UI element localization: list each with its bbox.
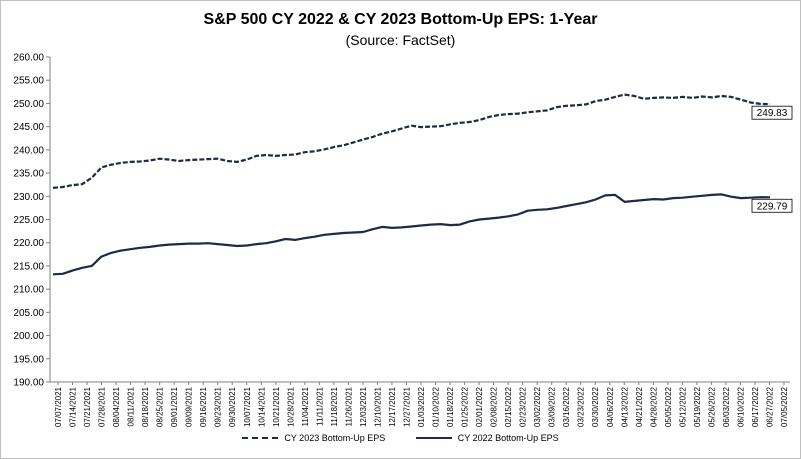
y-tick-label: 205.00 — [13, 308, 44, 319]
x-tick-label: 11/04/2021 — [301, 386, 310, 426]
x-tick-label: 07/05/2022 — [780, 386, 789, 427]
y-tick-label: 220.00 — [13, 238, 44, 249]
legend-label-cy2022: CY 2022 Bottom-Up EPS — [457, 433, 559, 443]
x-tick-label: 01/03/2022 — [417, 386, 426, 427]
y-tick-label: 200.00 — [13, 331, 44, 342]
x-tick-label: 09/09/2021 — [185, 386, 194, 427]
x-tick-label: 10/07/2021 — [243, 386, 252, 427]
x-tick-label: 12/03/2021 — [359, 386, 368, 427]
x-tick-label: 05/12/2022 — [678, 386, 687, 427]
x-tick-label: 03/23/2022 — [577, 386, 586, 427]
y-tick-label: 240.00 — [13, 145, 44, 156]
x-tick-label: 10/28/2021 — [286, 386, 295, 427]
x-tick-label: 02/01/2022 — [475, 386, 484, 427]
x-tick-label: 04/21/2022 — [635, 386, 644, 427]
chart-subtitle: (Source: FactSet) — [345, 32, 456, 48]
x-tick-label: 04/28/2022 — [649, 386, 658, 427]
y-tick-label: 230.00 — [13, 192, 44, 203]
x-tick-label: 02/08/2022 — [490, 386, 499, 427]
x-tick-label: 11/11/2021 — [315, 386, 324, 425]
x-tick-label: 07/21/2021 — [83, 386, 92, 427]
x-tick-label: 09/23/2021 — [214, 386, 223, 427]
x-tick-label: 01/10/2022 — [432, 386, 441, 427]
y-tick-label: 225.00 — [13, 215, 44, 226]
x-tick-label: 12/17/2021 — [388, 386, 397, 427]
x-tick-label: 03/02/2022 — [533, 386, 542, 427]
x-tick-label: 05/19/2022 — [693, 386, 702, 427]
x-tick-label: 02/23/2022 — [519, 386, 528, 427]
x-tick-label: 03/30/2022 — [591, 386, 600, 427]
x-tick-label: 06/10/2022 — [736, 386, 745, 427]
x-tick-label: 05/05/2022 — [664, 386, 673, 427]
x-tick-label: 11/18/2021 — [330, 386, 339, 426]
x-tick-label: 07/07/2021 — [54, 386, 63, 427]
x-tick-label: 04/13/2022 — [620, 386, 629, 427]
y-tick-label: 215.00 — [13, 261, 44, 272]
y-tick-label: 210.00 — [13, 285, 44, 296]
x-tick-label: 03/16/2022 — [562, 386, 571, 427]
legend-swatch-dashed — [242, 437, 279, 439]
legend-label-cy2023: CY 2023 Bottom-Up EPS — [284, 433, 386, 443]
y-tick-label: 245.00 — [13, 122, 44, 133]
x-tick-label: 03/09/2022 — [548, 386, 557, 427]
x-tick-label: 01/18/2022 — [446, 386, 455, 427]
x-tick-label: 06/03/2022 — [722, 386, 731, 427]
series-line-cy2022 — [52, 193, 771, 276]
x-tick-label: 10/21/2021 — [272, 386, 281, 427]
x-tick-label: 09/30/2021 — [228, 386, 237, 427]
x-tick-label: 04/06/2022 — [606, 386, 615, 427]
y-tick-label: 250.00 — [13, 99, 44, 110]
x-tick-label: 08/04/2021 — [112, 386, 121, 427]
x-tick-label: 12/10/2021 — [373, 386, 382, 427]
x-tick-label: 06/17/2022 — [751, 386, 760, 427]
x-tick-label: 06/27/2022 — [765, 386, 774, 427]
x-tick-label: 08/18/2021 — [141, 386, 150, 427]
legend-swatch-solid — [415, 437, 452, 439]
x-tick-label: 05/26/2022 — [707, 386, 716, 427]
y-tick-label: 255.00 — [13, 76, 44, 87]
x-tick-label: 07/14/2021 — [69, 386, 78, 427]
x-tick-label: 08/11/2021 — [127, 386, 136, 426]
y-tick-label: 190.00 — [13, 378, 44, 389]
y-tick-label: 260.00 — [13, 53, 44, 64]
x-tick-label: 08/25/2021 — [156, 386, 165, 427]
x-tick-label: 11/26/2021 — [344, 386, 353, 426]
end-label-box-cy2023 — [751, 105, 793, 120]
x-tick-label: 10/14/2021 — [257, 386, 266, 427]
y-tick-label: 235.00 — [13, 169, 44, 180]
series-line-cy2023 — [52, 93, 771, 189]
x-tick-label: 09/16/2021 — [199, 386, 208, 427]
y-tick-label: 195.00 — [13, 354, 44, 365]
chart-title: S&P 500 CY 2022 & CY 2023 Bottom-Up EPS:… — [203, 11, 598, 28]
chart-legend: CY 2023 Bottom-Up EPS CY 2022 Bottom-Up … — [0, 431, 801, 443]
x-tick-label: 12/27/2021 — [402, 386, 411, 427]
end-label-box-cy2022 — [751, 198, 793, 213]
x-tick-label: 01/25/2022 — [461, 386, 470, 427]
x-tick-label: 07/28/2021 — [98, 386, 107, 427]
x-tick-label: 02/15/2022 — [504, 386, 513, 427]
end-label-cy2023: 249.83 — [757, 108, 788, 119]
legend-item-cy2023: CY 2023 Bottom-Up EPS — [242, 433, 385, 443]
legend-item-cy2022: CY 2022 Bottom-Up EPS — [415, 433, 559, 443]
end-label-cy2022: 229.79 — [757, 201, 788, 212]
x-tick-label: 09/01/2021 — [170, 386, 179, 427]
